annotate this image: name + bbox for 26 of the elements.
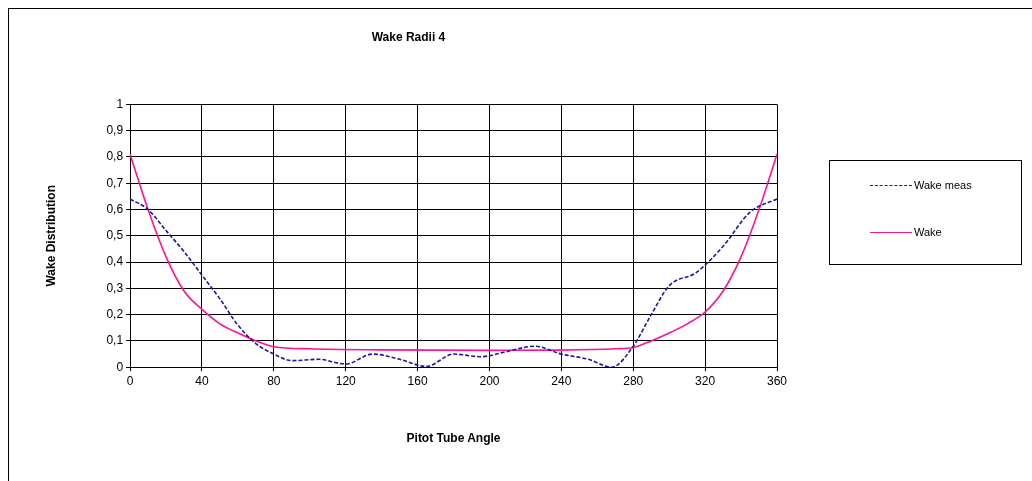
- x-tick-label: 240: [551, 373, 572, 388]
- x-tick-label: 360: [766, 373, 788, 388]
- y-tick-label: 0,2: [106, 306, 124, 321]
- x-tick-label: 0: [126, 373, 134, 388]
- y-tick-label: 0,3: [106, 280, 124, 295]
- y-tick-label: 0,1: [106, 333, 124, 348]
- y-tick-label: 0: [116, 359, 124, 374]
- x-tick-label: 200: [479, 373, 500, 388]
- x-tick-label: 40: [195, 373, 209, 388]
- chart-title: Wake Radii 4: [371, 29, 446, 44]
- y-tick-label: 0,7: [106, 175, 124, 190]
- legend-label: Wake meas: [914, 179, 972, 191]
- y-tick-label: 0,8: [106, 149, 124, 164]
- y-tick-label: 0,4: [106, 254, 124, 269]
- y-tick-label: 1: [116, 96, 124, 111]
- y-tick-label: 0,9: [106, 122, 124, 137]
- x-tick-label: 80: [267, 373, 281, 388]
- y-tick-label: 0,6: [106, 201, 124, 216]
- x-tick-label: 280: [623, 373, 644, 388]
- y-tick-label: 0,5: [106, 228, 124, 243]
- x-tick-label: 160: [407, 373, 428, 388]
- x-tick-label: 320: [695, 373, 716, 388]
- x-tick-label: 120: [335, 373, 357, 388]
- y-axis-title: Wake Distribution: [43, 185, 58, 287]
- legend-label: Wake: [914, 226, 942, 238]
- x-axis-title: Pitot Tube Angle: [406, 431, 501, 446]
